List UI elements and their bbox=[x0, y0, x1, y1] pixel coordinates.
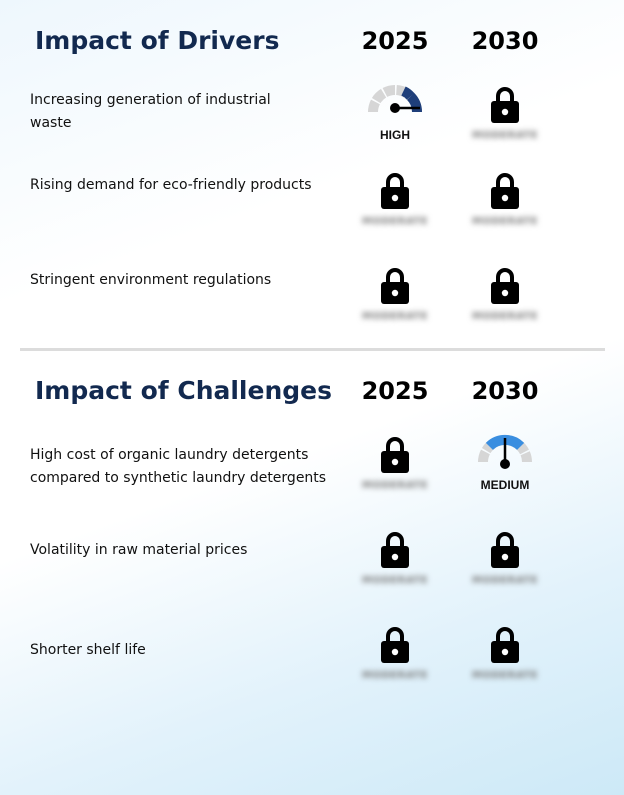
lock-icon bbox=[491, 173, 519, 209]
challenge-label-3: Shorter shelf life bbox=[30, 642, 146, 658]
locked-value: MODERATE bbox=[472, 216, 538, 227]
gauge-icon bbox=[368, 85, 423, 113]
section-divider bbox=[20, 348, 605, 351]
driver-1-2025-cell: HIGH bbox=[350, 80, 440, 150]
gauge-level-label: HIGH bbox=[380, 128, 410, 142]
gauge-level-label: MEDIUM bbox=[480, 478, 530, 492]
challenges-year-2030: 2030 bbox=[471, 377, 539, 405]
driver-label-2: Rising demand for eco-friendly products bbox=[30, 177, 312, 193]
challenge-2-2030-cell[interactable]: MODERATE bbox=[460, 531, 550, 601]
lock-icon bbox=[381, 173, 409, 209]
challenges-title: Impact of Challenges bbox=[35, 376, 332, 405]
locked-value: MODERATE bbox=[362, 216, 428, 227]
lock-icon bbox=[381, 532, 409, 568]
gauge-icon bbox=[478, 434, 532, 469]
challenge-3-2030-cell[interactable]: MODERATE bbox=[460, 626, 550, 696]
challenge-label-1: High cost of organic laundry detergents … bbox=[30, 447, 327, 486]
driver-3-2025-cell[interactable]: MODERATE bbox=[350, 267, 440, 337]
challenge-2-2025-cell[interactable]: MODERATE bbox=[350, 531, 440, 601]
challenge-1-2030-cell: MEDIUM bbox=[460, 430, 550, 500]
locked-value: MODERATE bbox=[472, 575, 538, 586]
locked-value: MODERATE bbox=[472, 670, 538, 681]
driver-2-2025-cell[interactable]: MODERATE bbox=[350, 172, 440, 242]
driver-2-2030-cell[interactable]: MODERATE bbox=[460, 172, 550, 242]
locked-value: MODERATE bbox=[472, 311, 538, 322]
lock-icon bbox=[491, 268, 519, 304]
drivers-year-2025: 2025 bbox=[361, 27, 429, 55]
lock-icon bbox=[491, 532, 519, 568]
lock-icon bbox=[381, 627, 409, 663]
lock-icon bbox=[491, 627, 519, 663]
driver-label-1: Increasing generation of industrial wast… bbox=[30, 92, 271, 131]
challenge-1-2025-cell[interactable]: MODERATE bbox=[350, 436, 440, 506]
locked-value: MODERATE bbox=[362, 311, 428, 322]
challenge-label-2: Volatility in raw material prices bbox=[30, 542, 248, 558]
drivers-title: Impact of Drivers bbox=[35, 26, 280, 55]
lock-icon bbox=[491, 87, 519, 123]
driver-3-2030-cell[interactable]: MODERATE bbox=[460, 267, 550, 337]
locked-value: MODERATE bbox=[362, 670, 428, 681]
locked-value: MODERATE bbox=[362, 480, 428, 491]
lock-icon bbox=[381, 437, 409, 473]
challenges-year-2025: 2025 bbox=[361, 377, 429, 405]
driver-label-3: Stringent environment regulations bbox=[30, 272, 272, 288]
challenge-3-2025-cell[interactable]: MODERATE bbox=[350, 626, 440, 696]
drivers-year-2030: 2030 bbox=[471, 27, 539, 55]
locked-value: MODERATE bbox=[472, 130, 538, 141]
driver-1-2030-cell[interactable]: MODERATE bbox=[460, 86, 550, 156]
lock-icon bbox=[381, 268, 409, 304]
locked-value: MODERATE bbox=[362, 575, 428, 586]
